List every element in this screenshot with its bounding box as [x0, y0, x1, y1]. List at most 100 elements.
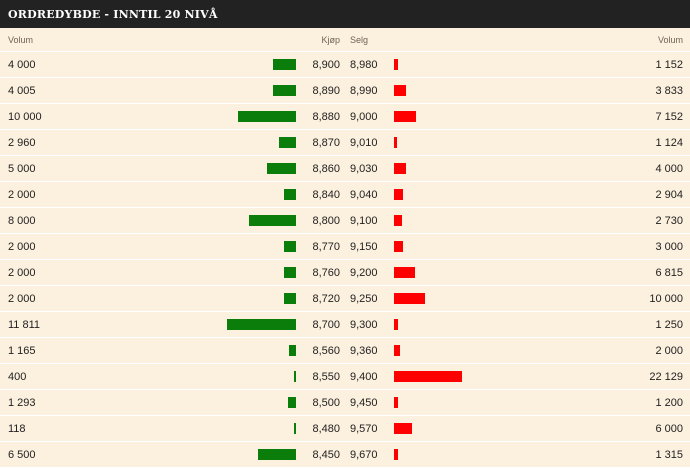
buy-price: 8,860: [312, 162, 340, 175]
buy-bar-cell: [150, 286, 296, 311]
sell-price: 8,980: [350, 58, 378, 71]
sell-volume-bar: [394, 371, 462, 382]
sell-bar-cell: [394, 182, 594, 207]
sell-volume-bar: [394, 137, 398, 148]
buy-bar-cell: [150, 130, 296, 155]
sell-bar-cell: [394, 156, 594, 181]
widget-title: ORDREDYBDE - INNTIL 20 NIVÅ: [0, 0, 690, 28]
sell-volume: 1 315: [655, 448, 683, 461]
buy-volume-bar: [284, 189, 296, 200]
sell-price: 9,000: [350, 110, 378, 123]
buy-volume: 2 000: [8, 240, 36, 253]
sell-price: 9,400: [350, 370, 378, 383]
sell-price: 9,010: [350, 136, 378, 149]
buy-volume: 4 000: [8, 58, 36, 71]
sell-volume: 1 124: [655, 136, 683, 149]
header-sell-price: Selg: [350, 34, 369, 45]
buy-price: 8,480: [312, 422, 340, 435]
buy-bar-cell: [150, 338, 296, 363]
sell-volume-bar: [394, 423, 413, 434]
buy-volume-bar: [289, 345, 296, 356]
order-depth-table: Volum Kjøp Selg Volum 4 000 8,900 8,980 1 1…: [0, 28, 690, 468]
buy-price: 8,560: [312, 344, 340, 357]
sell-bar-cell: [394, 78, 594, 103]
buy-volume-bar: [293, 371, 296, 382]
sell-price: 9,670: [350, 448, 378, 461]
sell-bar-cell: [394, 364, 594, 389]
header-buy-price: Kjøp: [321, 34, 340, 45]
sell-volume-bar: [394, 111, 416, 122]
sell-volume-bar: [394, 215, 403, 226]
table-row: 400 8,550 9,400 22 129: [0, 364, 690, 390]
buy-bar-cell: [150, 364, 296, 389]
buy-bar-cell: [150, 156, 296, 181]
buy-bar-cell: [150, 416, 296, 441]
buy-bar-cell: [150, 390, 296, 415]
buy-volume: 8 000: [8, 214, 36, 227]
header-buy-volume: Volum: [8, 34, 34, 45]
buy-volume: 10 000: [8, 110, 42, 123]
table-row: 2 000 8,840 9,040 2 904: [0, 182, 690, 208]
table-row: 1 293 8,500 9,450 1 200: [0, 390, 690, 416]
buy-volume-bar: [284, 267, 296, 278]
sell-price: 9,570: [350, 422, 378, 435]
sell-price: 9,250: [350, 292, 378, 305]
header-sell-volume: Volum: [657, 34, 683, 45]
table-row: 4 000 8,900 8,980 1 152: [0, 52, 690, 78]
table-row: 4 005 8,890 8,990 3 833: [0, 78, 690, 104]
buy-volume-bar: [227, 319, 296, 330]
buy-volume-bar: [278, 137, 296, 148]
table-row: 2 000 8,770 9,150 3 000: [0, 234, 690, 260]
sell-bar-cell: [394, 52, 594, 77]
sell-volume: 3 000: [655, 240, 683, 253]
buy-volume-bar: [249, 215, 296, 226]
buy-volume: 118: [8, 422, 26, 435]
sell-volume-bar: [394, 241, 404, 252]
sell-volume-bar: [394, 345, 401, 356]
table-row: 11 811 8,700 9,300 1 250: [0, 312, 690, 338]
buy-volume-bar: [258, 449, 296, 460]
sell-price: 9,040: [350, 188, 378, 201]
buy-price: 8,880: [312, 110, 340, 123]
sell-volume: 1 250: [655, 318, 683, 331]
sell-bar-cell: [394, 338, 594, 363]
sell-bar-cell: [394, 104, 594, 129]
sell-bar-cell: [394, 260, 594, 285]
buy-volume-bar: [272, 85, 296, 96]
sell-bar-cell: [394, 208, 594, 233]
table-row: 5 000 8,860 9,030 4 000: [0, 156, 690, 182]
buy-bar-cell: [150, 442, 296, 467]
table-row: 2 000 8,720 9,250 10 000: [0, 286, 690, 312]
sell-bar-cell: [394, 130, 594, 155]
sell-price: 9,360: [350, 344, 378, 357]
sell-volume: 7 152: [655, 110, 683, 123]
buy-bar-cell: [150, 182, 296, 207]
buy-bar-cell: [150, 52, 296, 77]
sell-volume-bar: [394, 59, 398, 70]
sell-volume-bar: [394, 397, 398, 408]
table-body: 4 000 8,900 8,980 1 152 4 005 8,890 8,990 3 833…: [0, 52, 690, 468]
sell-volume: 1 200: [655, 396, 683, 409]
sell-volume: 10 000: [649, 292, 683, 305]
sell-bar-cell: [394, 234, 594, 259]
sell-volume-bar: [394, 189, 403, 200]
buy-bar-cell: [150, 260, 296, 285]
sell-bar-cell: [394, 312, 594, 337]
buy-price: 8,700: [312, 318, 340, 331]
buy-volume: 2 000: [8, 266, 36, 279]
sell-volume: 4 000: [655, 162, 683, 175]
table-row: 10 000 8,880 9,000 7 152: [0, 104, 690, 130]
buy-volume: 2 960: [8, 136, 36, 149]
buy-volume: 400: [8, 370, 27, 383]
sell-volume: 6 000: [655, 422, 683, 435]
buy-bar-cell: [150, 104, 296, 129]
buy-bar-cell: [150, 78, 296, 103]
table-row: 2 960 8,870 9,010 1 124: [0, 130, 690, 156]
sell-volume-bar: [394, 449, 399, 460]
buy-price: 8,900: [312, 58, 340, 71]
buy-price: 8,770: [312, 240, 340, 253]
sell-bar-cell: [394, 390, 594, 415]
buy-volume-bar: [237, 111, 296, 122]
buy-volume: 11 811: [8, 318, 41, 331]
table-row: 118 8,480 9,570 6 000: [0, 416, 690, 442]
